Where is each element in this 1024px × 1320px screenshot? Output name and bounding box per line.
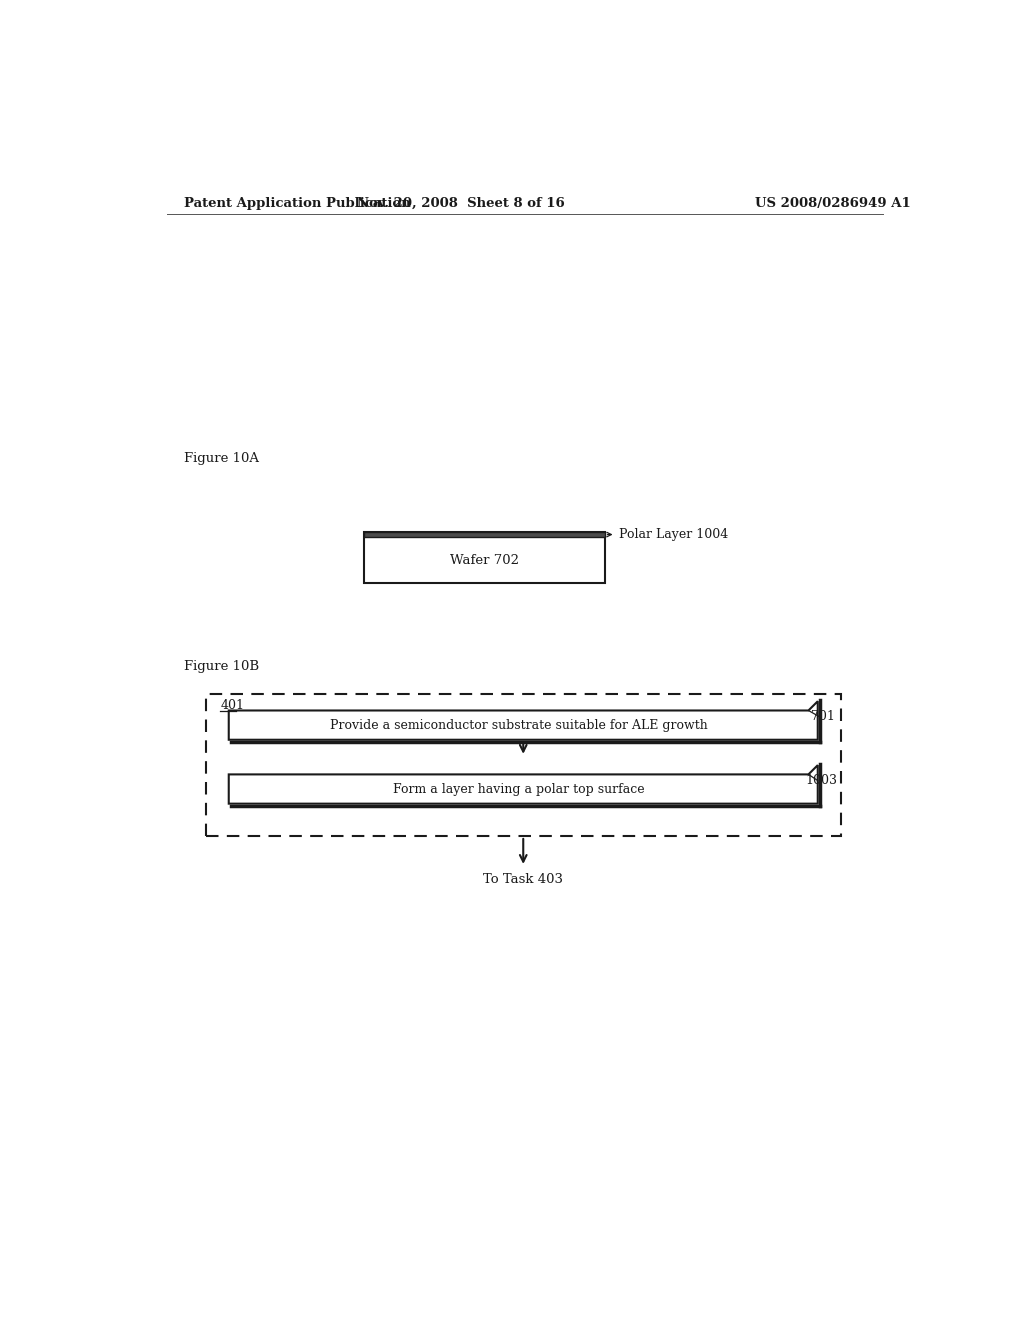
Bar [206,693,841,836]
Bar [365,532,604,583]
Text: To Task 403: To Task 403 [483,873,563,886]
Text: Provide a semiconductor substrate suitable for ALE growth: Provide a semiconductor substrate suitab… [330,718,708,731]
Bar [365,532,604,537]
Text: 401: 401 [221,700,245,713]
Text: Nov. 20, 2008  Sheet 8 of 16: Nov. 20, 2008 Sheet 8 of 16 [357,197,565,210]
Text: Wafer 702: Wafer 702 [450,554,519,566]
Text: Figure 10A: Figure 10A [183,453,259,465]
Polygon shape [228,701,818,739]
Text: 701: 701 [811,710,835,723]
Text: Patent Application Publication: Patent Application Publication [183,197,411,210]
Text: 1003: 1003 [805,774,838,787]
Polygon shape [228,766,818,804]
Text: Figure 10B: Figure 10B [183,660,259,673]
Text: US 2008/0286949 A1: US 2008/0286949 A1 [756,197,911,210]
Text: Form a layer having a polar top surface: Form a layer having a polar top surface [393,783,644,796]
Text: Polar Layer 1004: Polar Layer 1004 [618,528,728,541]
